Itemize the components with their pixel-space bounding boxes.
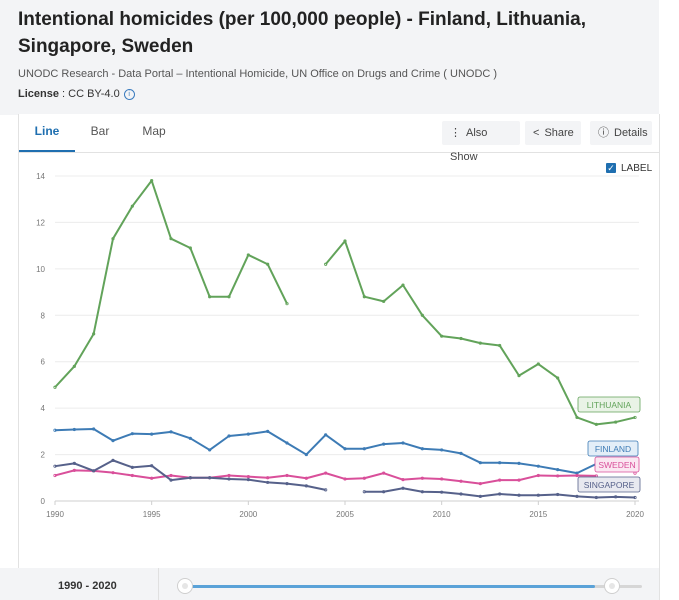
also-show-button[interactable]: ⋮ Also Show bbox=[442, 121, 520, 163]
series-singapore bbox=[53, 458, 637, 500]
series-line bbox=[364, 487, 636, 499]
series-label-box bbox=[577, 476, 641, 493]
tab-map[interactable]: Map bbox=[142, 124, 166, 138]
series-label-text: LITHUANIA bbox=[587, 400, 632, 410]
x-tick-label: 1995 bbox=[143, 510, 161, 519]
series-line bbox=[54, 179, 288, 388]
y-tick-label: 8 bbox=[41, 311, 46, 320]
license-label: License bbox=[18, 88, 59, 100]
share-button[interactable]: < Share bbox=[525, 121, 581, 145]
details-label: Details bbox=[614, 127, 648, 139]
range-slider-fill bbox=[184, 585, 595, 588]
x-tick-label: 2005 bbox=[336, 510, 354, 519]
series-line bbox=[54, 459, 326, 491]
series-label-box bbox=[577, 396, 641, 413]
chart-grid bbox=[55, 175, 639, 502]
y-tick-label: 12 bbox=[36, 218, 45, 227]
license-line: License : CC BY-4.0 i bbox=[18, 88, 135, 100]
year-range-bar: 1990 - 2020 bbox=[0, 568, 659, 600]
series-label-text: SINGAPORE bbox=[584, 480, 635, 490]
details-button[interactable]: ⓘ Details bbox=[590, 121, 652, 145]
series-line bbox=[54, 469, 597, 485]
series-label-box bbox=[587, 440, 639, 457]
page-title: Intentional homicides (per 100,000 peopl… bbox=[18, 9, 586, 57]
series-label-sweden: SWEDEN bbox=[594, 456, 640, 473]
series-line bbox=[54, 428, 597, 475]
series-label-finland: FINLAND bbox=[587, 440, 639, 457]
y-tick-label: 4 bbox=[41, 404, 46, 413]
y-tick-label: 0 bbox=[41, 497, 46, 506]
share-label: Share bbox=[544, 127, 574, 139]
y-axis-ticks: 0 2 4 6 8 10 12 14 bbox=[36, 172, 45, 506]
y-tick-label: 14 bbox=[36, 172, 45, 181]
data-source: UNODC Research - Data Portal – Intention… bbox=[18, 68, 498, 80]
also-show-label: Also Show bbox=[450, 127, 488, 163]
year-range-label: 1990 - 2020 bbox=[58, 580, 117, 592]
series-label-text: FINLAND bbox=[595, 444, 631, 454]
series-line bbox=[324, 240, 636, 426]
chart-series bbox=[53, 179, 637, 500]
chart-card: Line Bar Map ⋮ Also Show < Share ⓘ Details … bbox=[18, 114, 660, 600]
series-label-singapore: SINGAPORE bbox=[577, 476, 641, 493]
x-tick-label: 2015 bbox=[529, 510, 547, 519]
share-icon: < bbox=[533, 127, 540, 139]
tab-bar[interactable]: Bar bbox=[90, 124, 110, 138]
license-value: : CC BY-4.0 bbox=[58, 88, 120, 100]
x-axis-ticks: 1990 1995 2000 2005 2010 2015 2020 bbox=[46, 501, 644, 519]
series-sweden bbox=[53, 468, 637, 486]
info-circle-icon: ⓘ bbox=[598, 127, 609, 139]
info-icon[interactable]: i bbox=[123, 88, 135, 100]
x-tick-label: 1990 bbox=[46, 510, 64, 519]
series-labels: LITHUANIA FINLAND SWEDEN SINGAPORE bbox=[577, 396, 641, 493]
y-tick-label: 6 bbox=[41, 358, 46, 367]
x-tick-label: 2020 bbox=[626, 510, 644, 519]
y-tick-label: 10 bbox=[36, 265, 45, 274]
y-tick-label: 2 bbox=[41, 451, 46, 460]
line-chart: 0 2 4 6 8 10 12 14 1990 1995 2000 2005 2010 2015 2020… bbox=[36, 172, 644, 519]
series-finland bbox=[53, 427, 598, 475]
x-tick-label: 2010 bbox=[433, 510, 451, 519]
x-tick-label: 2000 bbox=[239, 510, 257, 519]
view-tabs: Line Bar Map ⋮ Also Show < Share ⓘ Details bbox=[19, 114, 659, 163]
range-divider bbox=[158, 568, 159, 600]
range-slider-start-handle[interactable] bbox=[177, 578, 193, 594]
series-label-box bbox=[594, 456, 640, 473]
series-label-lithuania: LITHUANIA bbox=[577, 396, 641, 413]
tab-line[interactable]: Line bbox=[19, 114, 75, 152]
page-header: Intentional homicides (per 100,000 peopl… bbox=[0, 0, 659, 115]
series-lithuania bbox=[53, 179, 637, 426]
label-toggle-text: LABEL bbox=[621, 163, 653, 174]
checkbox-icon[interactable]: ✓ bbox=[606, 163, 616, 174]
series-label-text: SWEDEN bbox=[598, 460, 635, 470]
more-vertical-icon: ⋮ bbox=[450, 127, 461, 139]
range-slider-end-handle[interactable] bbox=[604, 578, 621, 594]
label-toggle[interactable]: ✓ LABEL bbox=[606, 163, 652, 174]
